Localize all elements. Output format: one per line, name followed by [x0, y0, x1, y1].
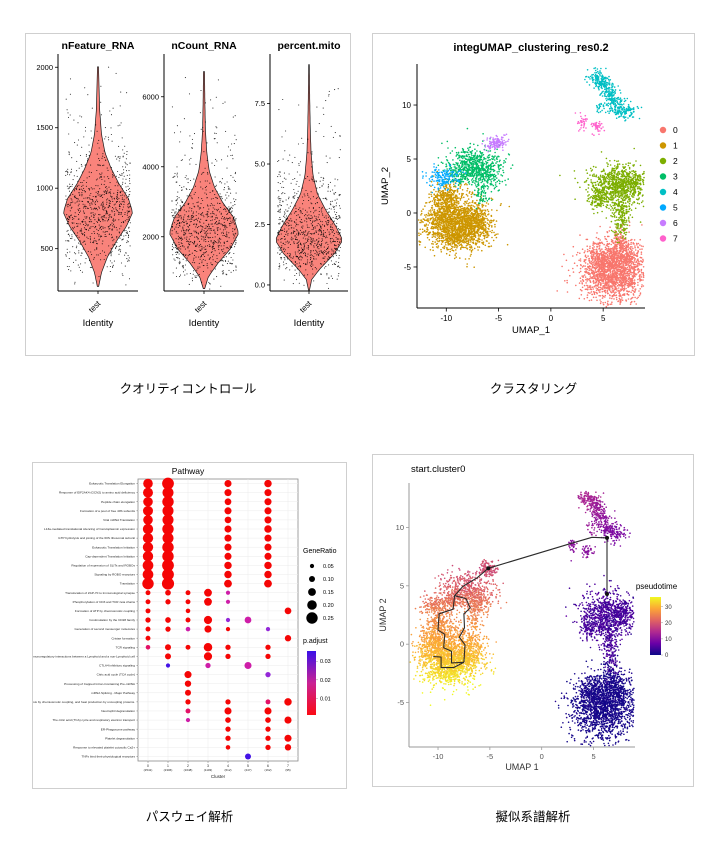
svg-text:Identity: Identity — [294, 318, 325, 329]
svg-text:2.5: 2.5 — [255, 220, 265, 229]
svg-text:Identity: Identity — [83, 318, 114, 329]
svg-text:1500: 1500 — [36, 123, 53, 132]
umap-clustering-panel: integUMAP_clustering_res0.2 -10 -5 0 5 -5 0 5 10… — [372, 33, 695, 356]
caption-pathway-analysis: パスウェイ解析 — [145, 810, 234, 824]
svg-text:percent.mito: percent.mito — [277, 40, 340, 52]
qc-violin-figure: nFeature_RNA 500 1000 1500 2000 test Identity n… — [36, 40, 348, 329]
caption-clustering: クラスタリング — [489, 382, 578, 396]
svg-text:nCount_RNA: nCount_RNA — [171, 40, 237, 52]
umap-clustering-figure: integUMAP_clustering_res0.2-10 -5 0 5-50510… — [380, 42, 678, 336]
svg-text:test: test — [193, 299, 209, 315]
svg-text:5.0: 5.0 — [255, 160, 265, 169]
caption-quality-control: クオリティコントロール — [119, 382, 257, 396]
svg-text:0.0: 0.0 — [255, 280, 265, 289]
svg-text:2000: 2000 — [36, 63, 53, 72]
svg-text:integUMAP_clustering_res0.2: integUMAP_clustering_res0.2 — [453, 42, 608, 54]
svg-text:1000: 1000 — [36, 184, 53, 193]
svg-text:Identity: Identity — [189, 318, 220, 329]
svg-text:test: test — [87, 299, 103, 315]
qc-violin-panel: nFeature_RNA 500 1000 1500 2000 test Identity n… — [25, 33, 351, 356]
svg-text:500: 500 — [40, 244, 53, 253]
svg-text:4000: 4000 — [142, 162, 159, 171]
svg-text:test: test — [298, 299, 314, 315]
svg-text:7.5: 7.5 — [255, 99, 265, 108]
pathway-dotplot-panel: Pathway Eukaryotic Translation Elongation… — [32, 462, 347, 789]
caption-pseudotime-analysis: 擬似系譜解析 — [495, 810, 571, 824]
svg-text:6000: 6000 — [142, 92, 159, 101]
svg-text:nFeature_RNA: nFeature_RNA — [62, 40, 135, 52]
svg-text:2000: 2000 — [142, 232, 159, 241]
